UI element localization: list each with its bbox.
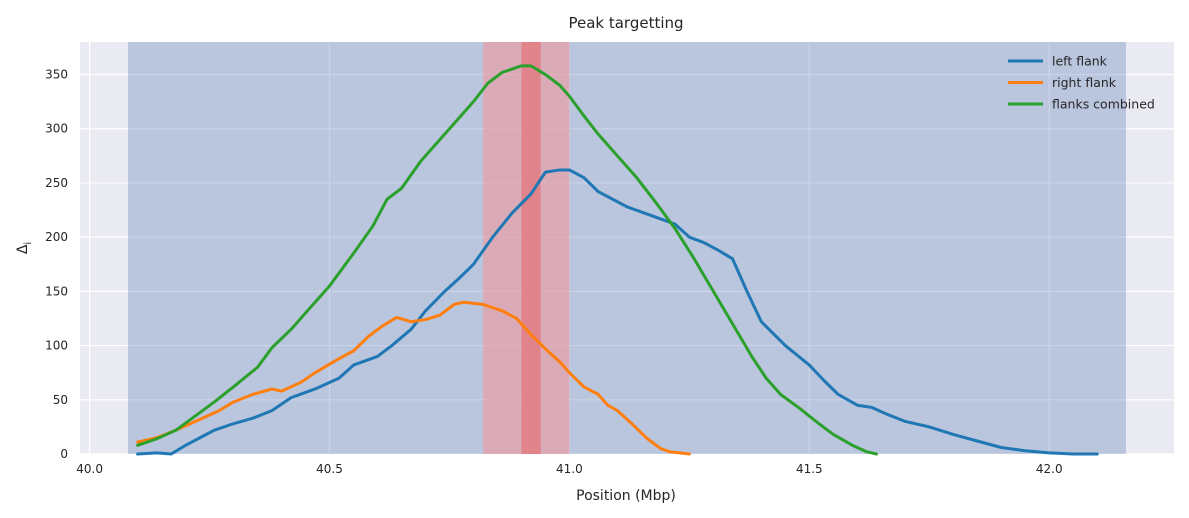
span-search-region: [127, 42, 1127, 454]
legend-label-flanks-combined: flanks combined: [1052, 97, 1155, 112]
span-peak-center: [521, 42, 541, 454]
x-tick-label: 41.5: [796, 462, 823, 476]
y-tick-label: 300: [45, 122, 68, 136]
x-axis-label: Position (Mbp): [576, 488, 676, 504]
x-tick-label: 40.5: [316, 462, 343, 476]
y-tick-label: 100: [45, 339, 68, 353]
y-tick-label: 350: [45, 68, 68, 82]
x-tick-label: 40.0: [76, 462, 103, 476]
plot-background: [80, 42, 1174, 454]
series-line-flanks-combined: [136, 64, 879, 456]
series-line-right-flank: [136, 300, 691, 456]
y-tick-label: 200: [45, 230, 68, 244]
legend-label-left-flank: left flank: [1052, 54, 1108, 69]
y-axis-label-main: Δ: [15, 244, 31, 254]
x-tick-label: 41.0: [556, 462, 583, 476]
y-tick-label: 250: [45, 176, 68, 190]
x-tick-label: 42.0: [1036, 462, 1063, 476]
legend: left flank right flank flanks combined: [1008, 54, 1155, 112]
y-tick-label: 0: [60, 447, 68, 461]
y-tick-label: 150: [45, 284, 68, 298]
y-axis-label: Δi: [15, 242, 34, 254]
chart-title: Peak targetting: [568, 14, 683, 32]
series-line-left-flank: [136, 168, 1099, 456]
legend-label-right-flank: right flank: [1052, 75, 1117, 90]
y-axis-label-subscript: i: [23, 242, 34, 245]
y-tick-label: 50: [53, 393, 68, 407]
